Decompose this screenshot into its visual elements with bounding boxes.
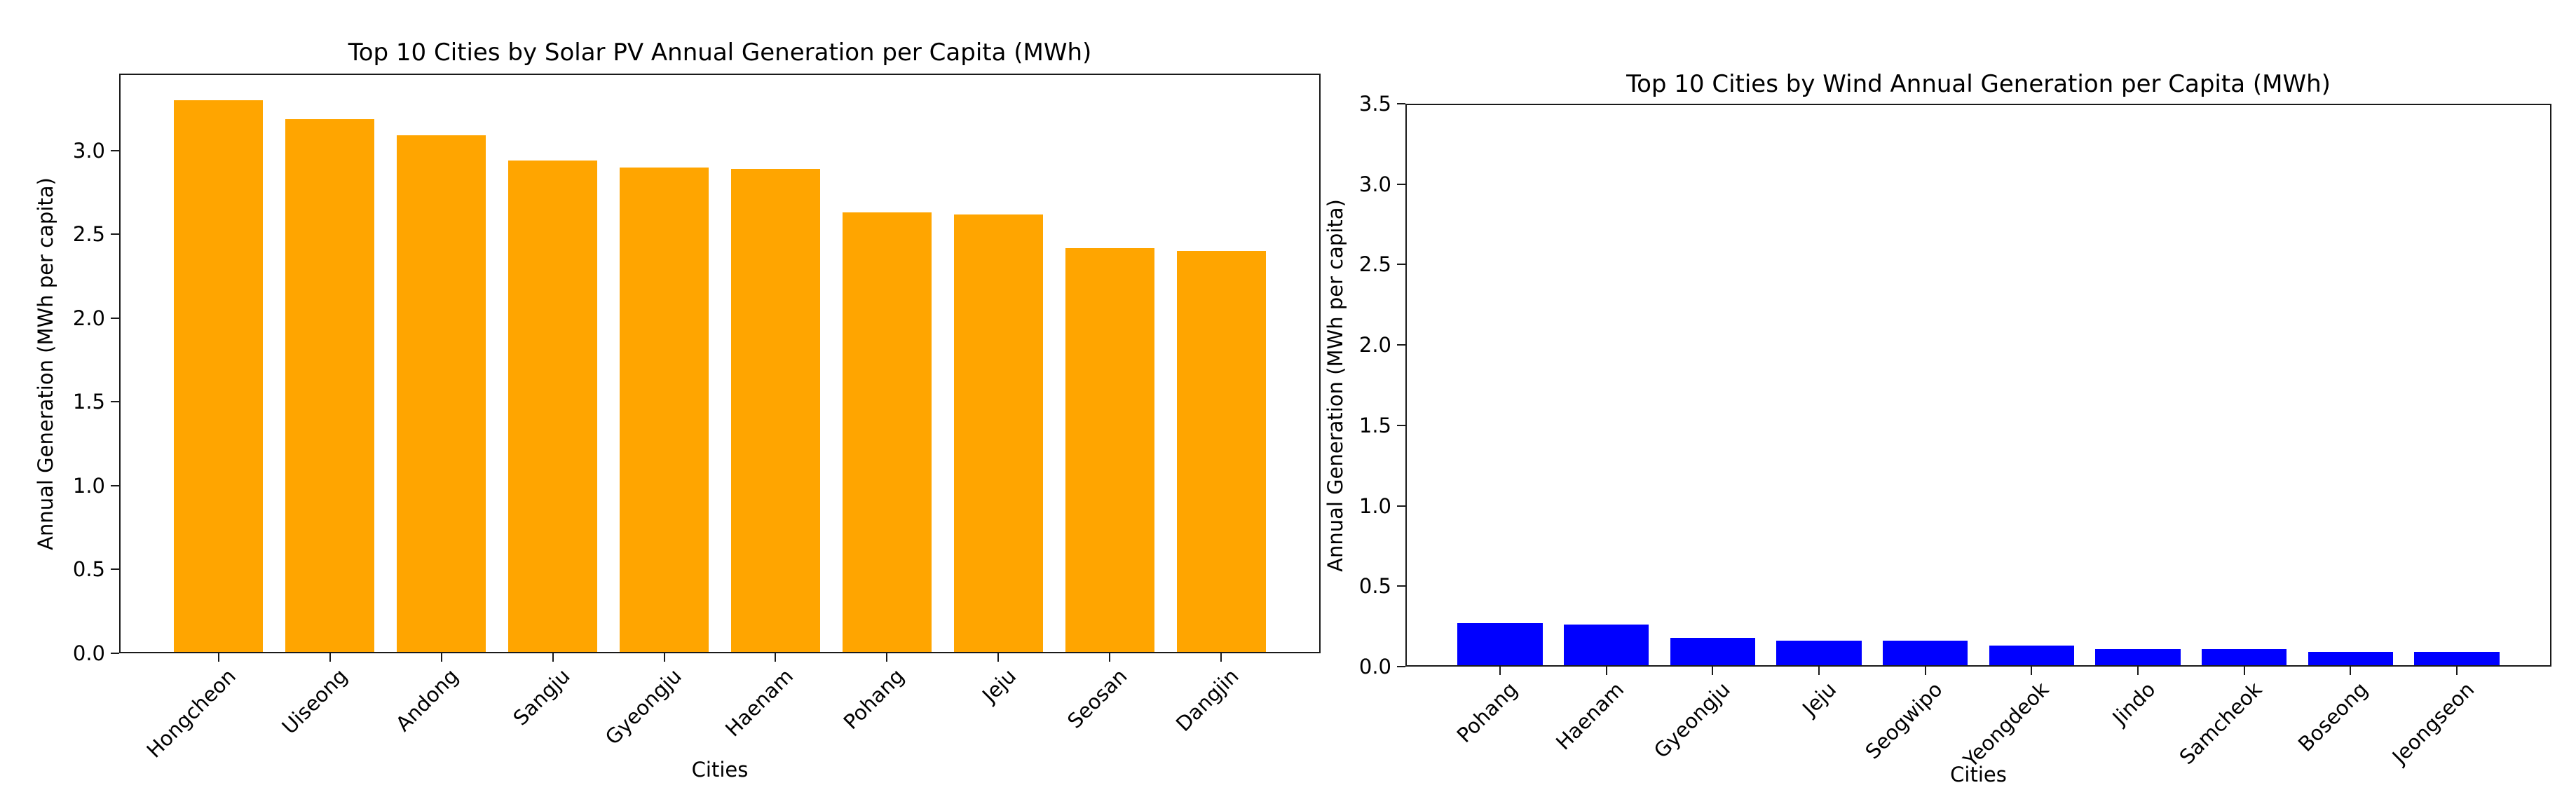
y-tick-label: 1.5 xyxy=(72,390,105,414)
y-tick-label: 1.0 xyxy=(72,473,105,498)
bar-jeju xyxy=(953,214,1044,653)
chart-title: Top 10 Cities by Solar PV Annual Generat… xyxy=(348,39,1092,67)
x-axis-label: Cities xyxy=(691,758,749,782)
bar-andong xyxy=(396,135,486,653)
x-tick-mark xyxy=(440,653,442,662)
x-tick-mark xyxy=(1109,653,1111,662)
bar-sangju xyxy=(507,161,598,653)
x-tick-label: Jindo xyxy=(2108,677,2160,730)
y-tick-label: 3.0 xyxy=(1358,172,1391,196)
x-tick-mark xyxy=(2456,667,2458,675)
x-tick-mark xyxy=(1220,653,1222,662)
x-tick-mark xyxy=(1712,667,1714,675)
y-tick-mark xyxy=(111,149,119,151)
y-tick-label: 2.5 xyxy=(72,222,105,247)
y-tick-mark xyxy=(111,568,119,571)
y-tick-mark xyxy=(1397,505,1405,507)
y-tick-mark xyxy=(1397,666,1405,667)
y-tick-label: 0.0 xyxy=(72,641,105,665)
y-tick-mark xyxy=(1397,103,1405,104)
y-tick-mark xyxy=(111,401,119,403)
y-tick-label: 1.5 xyxy=(1358,413,1391,437)
bar-samcheok xyxy=(2202,648,2287,667)
x-tick-mark xyxy=(2350,667,2352,675)
chart-title: Top 10 Cities by Wind Annual Generation … xyxy=(1626,70,2331,98)
x-tick-mark xyxy=(1499,667,1501,675)
bar-hongcheon xyxy=(173,100,264,653)
x-tick-mark xyxy=(329,653,331,662)
x-tick-label: Samcheok xyxy=(2174,677,2267,770)
plot-area xyxy=(1405,104,2551,667)
x-axis-label: Cities xyxy=(1950,763,2007,786)
x-tick-mark xyxy=(997,653,1000,662)
x-tick-label: Gyeongju xyxy=(1649,677,1735,763)
y-tick-mark xyxy=(1397,424,1405,426)
x-tick-label: Seogwipo xyxy=(1860,677,1948,764)
y-tick-label: 0.0 xyxy=(1358,655,1391,679)
plot-area xyxy=(119,74,1321,653)
y-tick-mark xyxy=(1397,264,1405,266)
bar-haenam xyxy=(730,169,821,653)
y-tick-label: 3.5 xyxy=(1358,92,1391,116)
y-tick-label: 2.0 xyxy=(72,306,105,330)
bar-yeongdeok xyxy=(1989,646,2074,667)
x-tick-label: Yeongdeok xyxy=(1958,677,2054,772)
x-tick-mark xyxy=(2031,667,2033,675)
y-tick-label: 2.0 xyxy=(1358,333,1391,357)
x-tick-mark xyxy=(663,653,665,662)
bar-gyeongju xyxy=(619,167,709,653)
bar-pohang xyxy=(1457,623,1543,667)
bar-pohang xyxy=(842,212,932,653)
bar-jindo xyxy=(2095,648,2181,667)
x-tick-mark xyxy=(775,653,777,662)
y-tick-label: 0.5 xyxy=(72,557,105,582)
y-tick-mark xyxy=(111,233,119,236)
bar-gyeongju xyxy=(1670,637,1755,667)
y-tick-mark xyxy=(111,653,119,654)
x-tick-mark xyxy=(1924,667,1926,675)
x-tick-label: Haenam xyxy=(1551,677,1628,755)
y-tick-mark xyxy=(1397,344,1405,346)
x-tick-mark xyxy=(886,653,888,662)
bar-uiseong xyxy=(285,118,375,653)
y-tick-label: 1.0 xyxy=(1358,493,1391,518)
bar-boseong xyxy=(2308,652,2393,667)
y-tick-label: 3.0 xyxy=(72,138,105,163)
bar-seosan xyxy=(1065,247,1155,653)
y-axis-label: Annual Generation (MWh per capita) xyxy=(1323,198,1347,572)
bar-jeju xyxy=(1776,641,1862,667)
x-tick-mark xyxy=(1605,667,1607,675)
bar-haenam xyxy=(1563,625,1649,667)
x-tick-mark xyxy=(552,653,554,662)
bar-seogwipo xyxy=(1882,641,1968,667)
y-tick-mark xyxy=(111,317,119,319)
x-tick-label: Pohang xyxy=(1452,677,1522,748)
y-tick-label: 2.5 xyxy=(1358,252,1391,277)
y-tick-mark xyxy=(1397,183,1405,185)
x-tick-mark xyxy=(2243,667,2245,675)
y-tick-mark xyxy=(1397,585,1405,587)
x-tick-mark xyxy=(217,653,219,662)
y-tick-mark xyxy=(111,484,119,486)
bar-dangjin xyxy=(1176,251,1267,653)
x-tick-mark xyxy=(2137,667,2139,675)
x-tick-label: Jeju xyxy=(1797,677,1841,721)
bar-jeongseon xyxy=(2414,652,2500,667)
x-tick-mark xyxy=(1818,667,1820,675)
x-tick-label: Jeongseon xyxy=(2387,677,2479,769)
x-tick-label: Boseong xyxy=(2294,677,2373,756)
y-tick-label: 0.5 xyxy=(1358,574,1391,599)
